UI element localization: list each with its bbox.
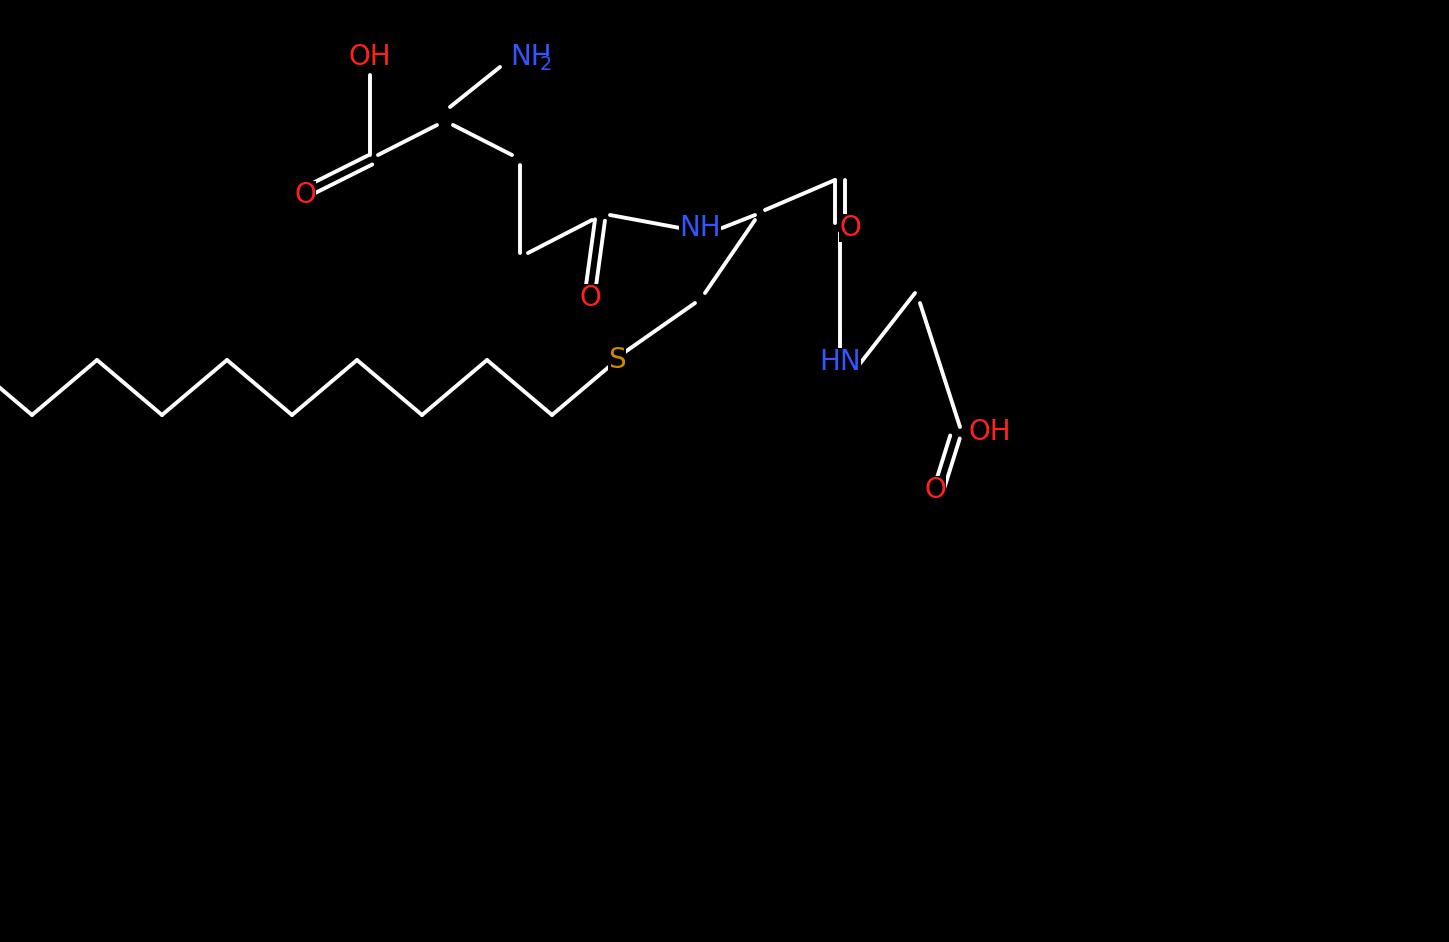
Text: S: S: [609, 346, 626, 374]
Text: HN: HN: [819, 348, 861, 376]
Text: O: O: [580, 284, 601, 312]
Text: NH: NH: [510, 43, 552, 71]
Text: O: O: [839, 214, 861, 242]
Text: 2: 2: [540, 56, 552, 74]
Text: OH: OH: [349, 43, 391, 71]
Text: O: O: [924, 476, 946, 504]
Text: NH: NH: [680, 214, 720, 242]
Text: O: O: [294, 181, 316, 209]
Text: OH: OH: [969, 418, 1011, 446]
